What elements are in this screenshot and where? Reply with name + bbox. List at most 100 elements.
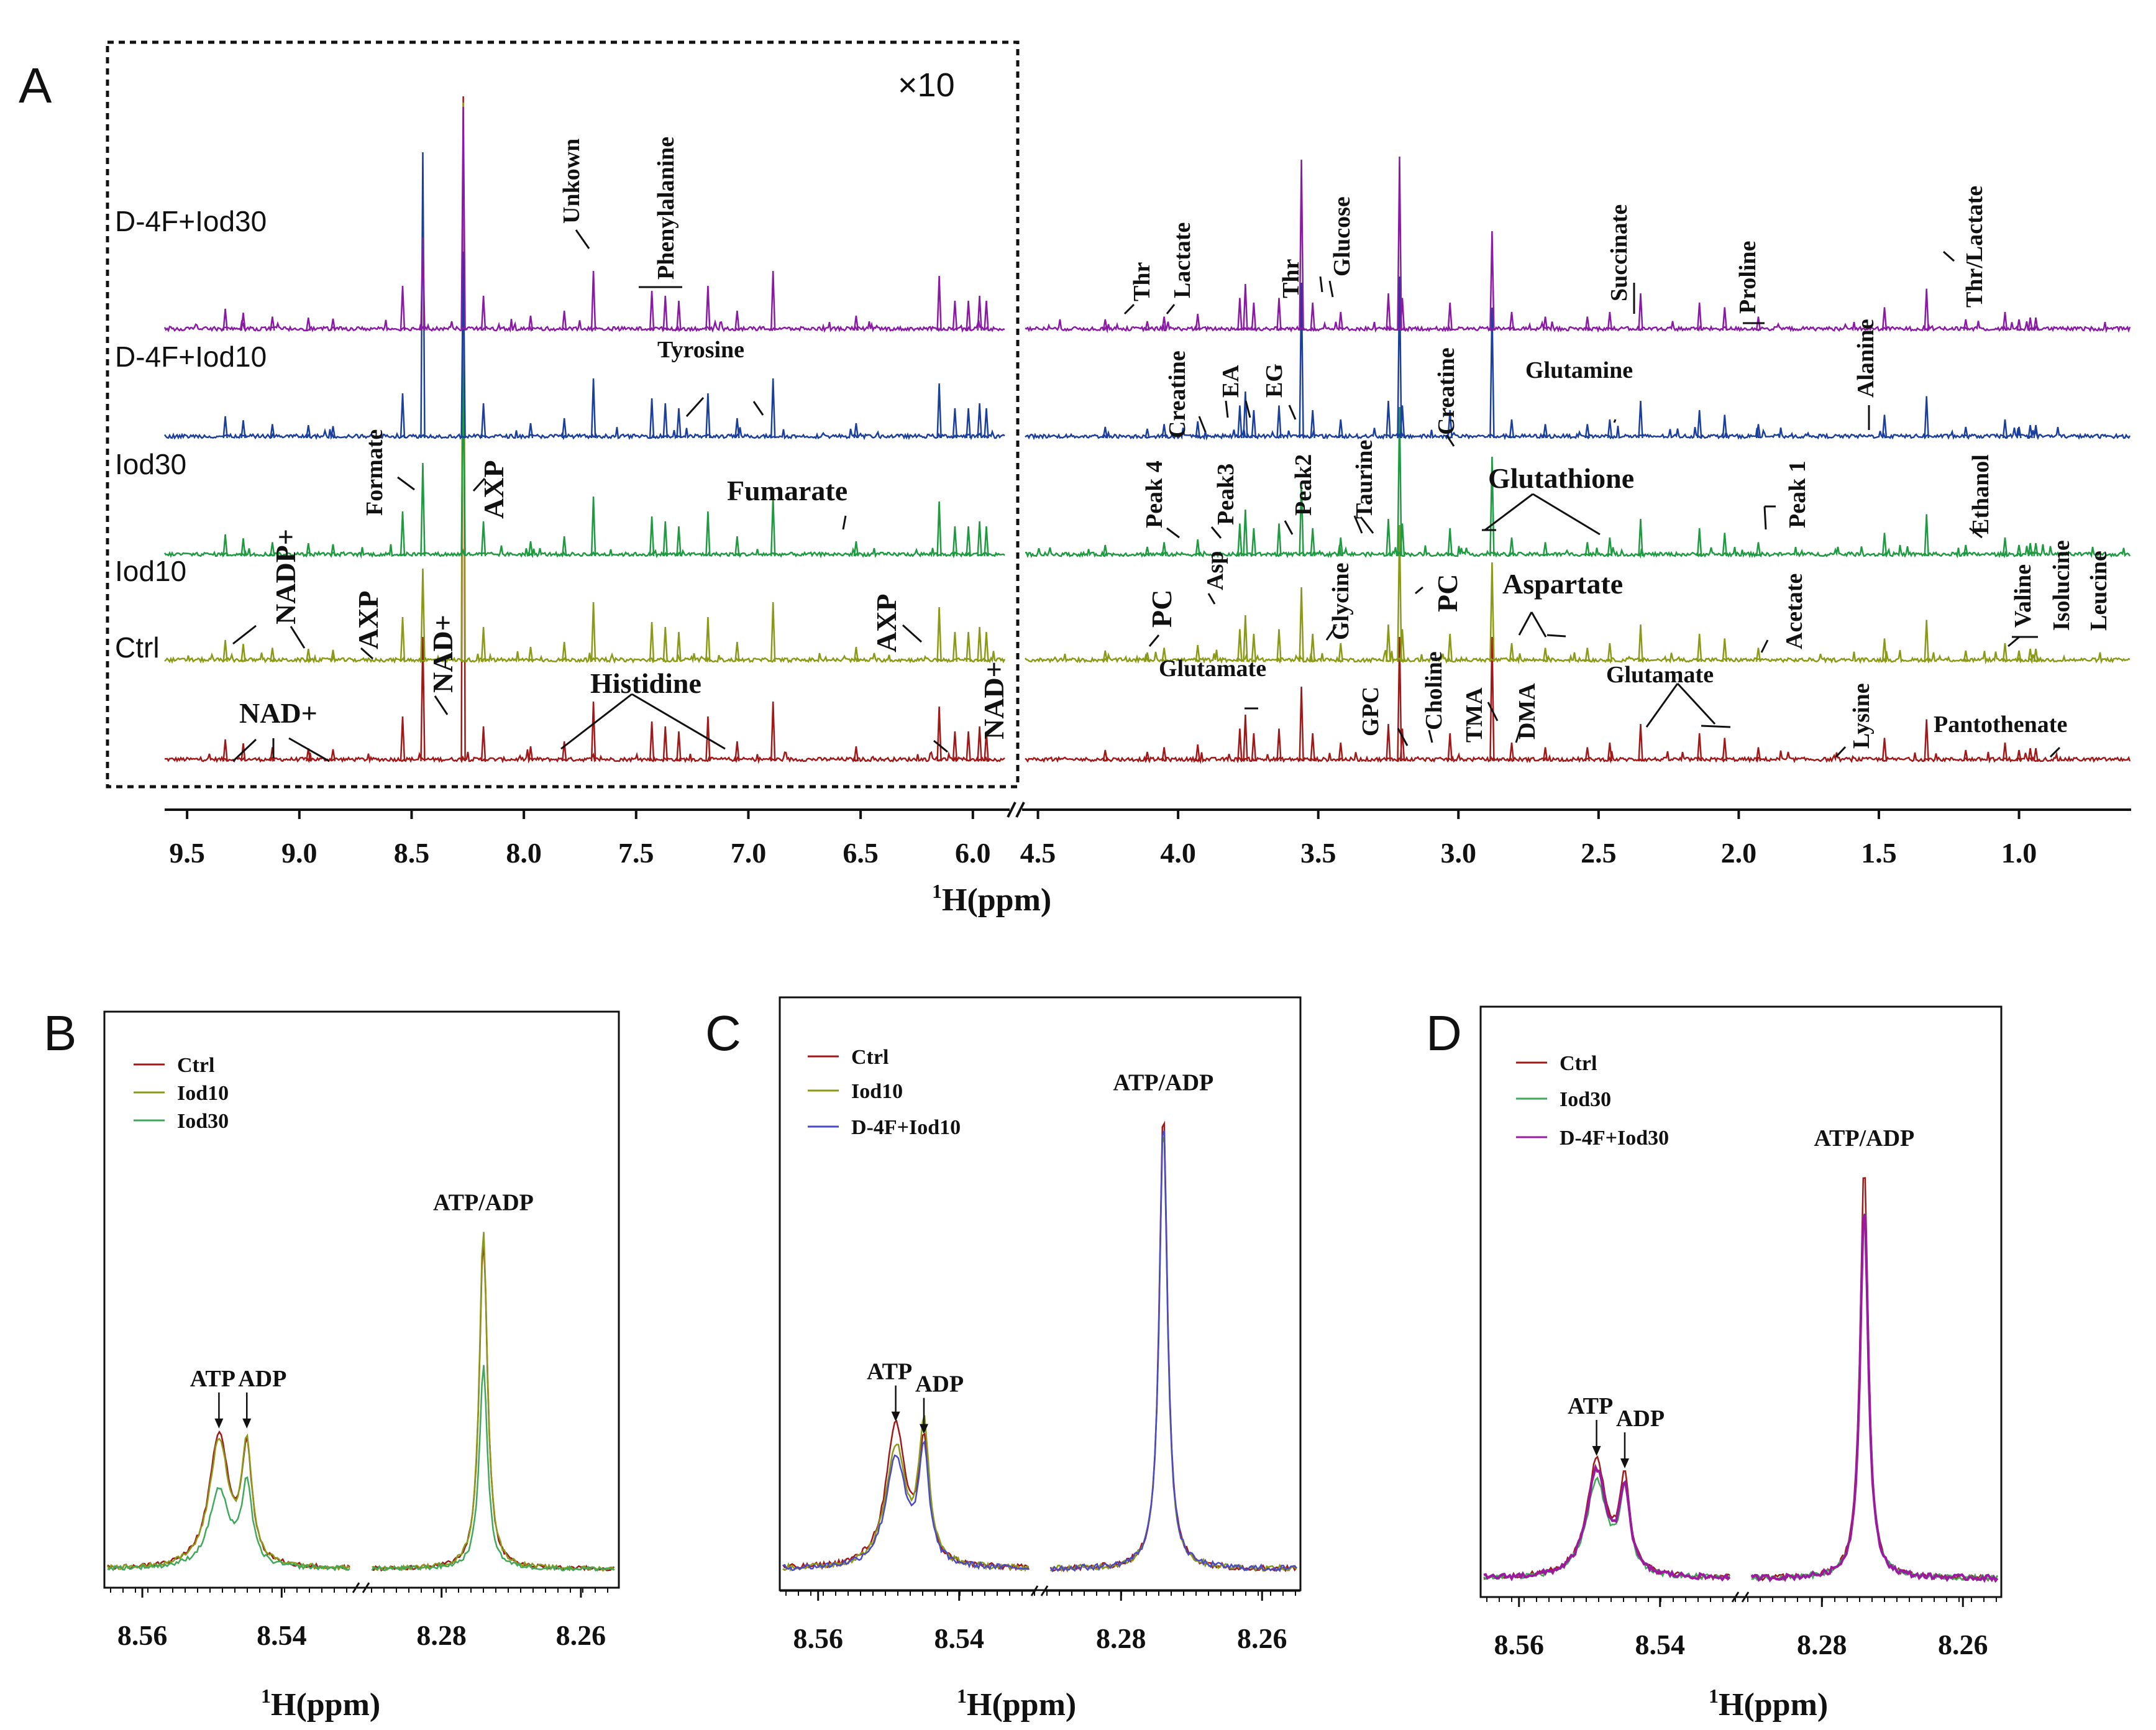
ann-glutathione: Glutathione: [1488, 462, 1634, 494]
ann-glycine: Glycine: [1328, 562, 1354, 640]
spectrum-right-d-4f-iod30: [1025, 156, 2131, 334]
ann-axp-2: AXP: [352, 590, 384, 649]
panel-d-plot: ATP ADP ATP/ADP 8.56 8.54 8.28 8.26: [1481, 1125, 2001, 1660]
ann-choline: Choline: [1421, 651, 1447, 730]
ann-thr-1: Thr: [1129, 262, 1155, 301]
ann-thr-lactate: Thr/Lactate: [1962, 186, 1988, 308]
zoom-tick-label: 8.28: [1797, 1629, 1847, 1660]
ann-alanine: Alanine: [1853, 319, 1879, 398]
spectrum-iod30: [163, 369, 2131, 559]
zoom-tick-label: 8.26: [1938, 1629, 1988, 1660]
peak-label-atp-adp: ATP/ADP: [433, 1190, 534, 1216]
zoom-line-iod30: [1483, 1213, 1998, 1582]
legend-label-iod10: Iod10: [851, 1080, 903, 1103]
panel-b-frame: [103, 1010, 620, 1589]
zoom-tick-label: 8.54: [1635, 1629, 1685, 1660]
ann-axp-3: AXP: [870, 593, 902, 652]
panel-c-letter: C: [705, 1005, 741, 1061]
ann-leucine: Leucine: [2086, 551, 2112, 631]
ann-unkown: Unkown: [559, 139, 585, 224]
spectrum-left-ctrl: [164, 96, 1005, 764]
ann-nad-2: NAD+: [427, 615, 459, 693]
panel-d-x-title: 1H(ppm): [1709, 1685, 1828, 1723]
x-tick-label: 8.0: [506, 837, 542, 869]
peak-label-atp-adp: ATP/ADP: [1814, 1125, 1914, 1151]
ann-peak1: Peak 1: [1784, 460, 1811, 528]
zoom-line-iod10: [782, 1135, 1297, 1573]
ann-pc-1: PC: [1146, 590, 1177, 628]
zoom-tick-label: 8.28: [1096, 1622, 1146, 1654]
legend-label-iod30: Iod30: [1560, 1088, 1611, 1111]
panel-c-plot: ATP ADP ATP/ADP 8.56 8.54 8.28 8.26: [780, 1069, 1300, 1654]
zoom-axis-break: [352, 1582, 370, 1593]
ann-thr-2: Thr: [1278, 259, 1304, 298]
ann-phenylalanine: Phenylalanine: [653, 137, 679, 280]
panel-b-plot: ATP ADP ATP/ADP 8.56 8.54 8.28 8.26: [104, 1190, 619, 1651]
zoom-line-d-4f-iod10: [782, 1130, 1297, 1573]
ann-tma: TMA: [1461, 687, 1487, 743]
ann-valine: Valine: [2010, 564, 2036, 628]
ann-peak2: Peak2: [1290, 454, 1317, 516]
ann-proline: Proline: [1735, 240, 1761, 314]
ann-nad-1: NAD+: [239, 697, 317, 729]
x-tick-label: 1.5: [1861, 837, 1897, 869]
zoom-tick-label: 8.26: [556, 1619, 606, 1651]
spectrum-right-d-4f-iod10: [1025, 276, 2131, 441]
panel-b-letter: B: [43, 1005, 76, 1061]
zoom-line-ctrl: [1483, 1177, 1998, 1582]
zoom-tick-label: 8.56: [117, 1619, 168, 1651]
ann-tyrosine: Tyrosine: [657, 337, 744, 363]
x-tick-label: 8.5: [394, 837, 430, 869]
spectrum-iod10: [164, 102, 2131, 665]
spectrum-left-iod30: [163, 369, 1005, 559]
panel-b-x-title: 1H(ppm): [261, 1685, 380, 1723]
legend-label-iod30: Iod30: [177, 1110, 229, 1133]
zoom-line-d-4f-iod30: [1483, 1213, 1999, 1583]
peak-label-adp: ADP: [915, 1371, 964, 1398]
ann-glutamate-2: Glutamate: [1606, 662, 1714, 688]
panel-d-legend: Ctrl Iod30 D-4F+Iod30: [1516, 1052, 1669, 1150]
ann-glutamate-1: Glutamate: [1159, 656, 1266, 682]
peak-arrow-head: [214, 1418, 224, 1429]
ann-nad-3: NAD+: [978, 661, 1010, 739]
x-tick-label: 3.5: [1300, 837, 1336, 869]
ann-histidine: Histidine: [590, 667, 701, 699]
peak-label-atp: ATP: [1568, 1393, 1613, 1419]
ann-eg: EG: [1261, 364, 1287, 398]
peak-arrow-head: [1592, 1446, 1601, 1456]
legend-label-iod10: Iod10: [177, 1082, 229, 1105]
ann-nadp: NADP+: [270, 529, 301, 625]
spectrum-right-ctrl: [1025, 636, 2131, 764]
sample-label-d4f-iod10: D-4F+Iod10: [115, 341, 267, 373]
peak-arrow-head: [891, 1411, 900, 1422]
panel-a-x-title: 1H(ppm): [932, 880, 1051, 918]
ann-glucose: Glucose: [1329, 196, 1355, 277]
ann-glutamine: Glutamine: [1525, 357, 1633, 383]
panel-c-x-title: 1H(ppm): [957, 1685, 1076, 1723]
ann-dma: DMA: [1514, 683, 1540, 739]
peak-label-atp: ATP: [867, 1359, 912, 1385]
spectrum-left-d-4f-iod10: [163, 152, 1005, 441]
x-tick-label: 6.0: [955, 837, 991, 869]
panel-a-spectra: [163, 96, 2131, 764]
ann-fumarate: Fumarate: [727, 475, 847, 506]
panel-b-legend: Ctrl Iod10 Iod30: [134, 1054, 229, 1133]
sample-label-iod10: Iod10: [115, 555, 186, 587]
panel-a-letter: A: [19, 58, 52, 113]
ann-pc-2: PC: [1432, 574, 1463, 612]
spectrum-d-4f-iod10: [163, 152, 2131, 441]
ann-gpc: GPC: [1358, 687, 1384, 736]
panel-a-x-axis: 9.5 9.0 8.5 8.0 7.5 7.0 6.5 6.0 4.5 4.0 3.5 3.0 2.5 2…: [165, 802, 2131, 869]
ann-lactate: Lactate: [1169, 222, 1195, 298]
x-tick-label: 2.5: [1581, 837, 1617, 869]
ann-acetate: Acetate: [1781, 574, 1807, 649]
ann-creatine-1: Creatine: [1164, 350, 1190, 438]
panel-d-frame: [1479, 1005, 2003, 1598]
ann-ethanol: Ethanol: [1968, 454, 1994, 534]
zoom-tick-label: 8.26: [1237, 1622, 1287, 1654]
zoom-line-ctrl: [107, 1240, 615, 1572]
ann-pantothenate: Pantothenate: [1934, 712, 2067, 738]
ann-peak4: Peak 4: [1141, 460, 1167, 528]
peak-arrow-head: [919, 1424, 928, 1434]
